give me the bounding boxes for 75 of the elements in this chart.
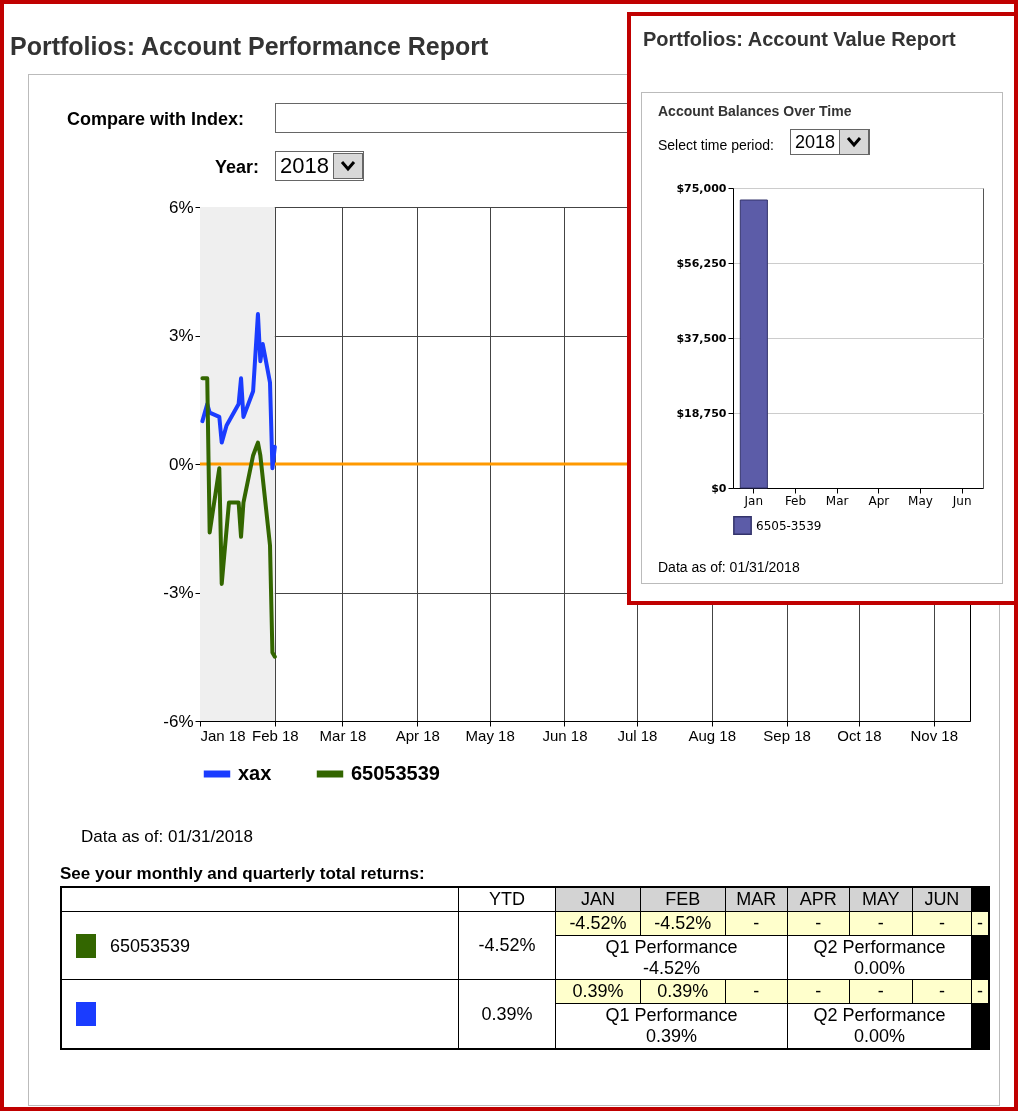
text: Q2 Performance xyxy=(812,937,947,958)
text: - xyxy=(912,911,972,936)
text: YTD xyxy=(458,887,556,912)
text: Data as of: 01/31/2018 xyxy=(81,827,254,847)
x-tick-label: Jun xyxy=(951,493,972,508)
y-tick-label: 6% xyxy=(168,197,194,217)
y-tick-label: 3% xyxy=(168,326,194,345)
text: 2018 xyxy=(275,151,364,181)
text: 0.39% xyxy=(640,979,726,1004)
y-tick-label: $0 xyxy=(711,481,727,495)
text: 0.39% xyxy=(458,979,556,1049)
x-tick-label: Aug 18 xyxy=(688,726,736,744)
text: Q1 Performance xyxy=(604,937,739,958)
text: -4.52% xyxy=(640,911,726,936)
text: Compare with Index: xyxy=(67,109,245,130)
text: 2018 xyxy=(790,129,871,155)
text: MAR xyxy=(725,887,788,912)
legend-label: 65053539 xyxy=(351,762,440,784)
text: -4.52% xyxy=(641,957,701,979)
x-tick-label: May xyxy=(908,493,933,508)
text: Q1 Performance xyxy=(604,1005,739,1027)
y-tick-label: 0% xyxy=(168,454,194,474)
chart-subtitle: Account Balances Over Time xyxy=(658,103,852,119)
chart-title: Portfolios: Account Value Report xyxy=(643,28,957,51)
text: JAN xyxy=(555,887,641,912)
x-tick-label: Feb xyxy=(784,493,807,508)
x-tick-label: Mar xyxy=(825,493,849,508)
x-tick-label: Sep 18 xyxy=(763,726,811,744)
text: FEB xyxy=(640,887,726,912)
x-tick-label: Jun 18 xyxy=(542,726,588,744)
text: 0.00% xyxy=(852,957,906,979)
text: See your monthly and quarterly total returns: xyxy=(60,864,426,884)
y-tick-label: -3% xyxy=(163,583,194,602)
y-tick-label: $75,000 xyxy=(676,181,727,195)
text: - xyxy=(787,979,850,1004)
text: - xyxy=(912,979,972,1004)
text: - xyxy=(725,979,788,1004)
text: JUN xyxy=(912,887,972,912)
text: - xyxy=(725,911,788,936)
line-series xyxy=(200,376,277,659)
text: 0.00% xyxy=(852,1026,906,1047)
x-tick-label: Apr xyxy=(868,493,890,508)
text: APR xyxy=(787,887,850,912)
y-tick-label: $18,750 xyxy=(676,406,727,420)
x-tick-label: Mar 18 xyxy=(319,726,367,744)
chart-title: Portfolios: Account Performance Report xyxy=(10,32,489,61)
x-tick-label: Apr 18 xyxy=(395,726,440,744)
x-tick-label: Jan xyxy=(743,493,764,508)
y-tick-label: -6% xyxy=(163,711,194,731)
text: -4.52% xyxy=(458,911,556,980)
text: MAY xyxy=(849,887,913,912)
legend-label: xax xyxy=(238,762,272,784)
text: - xyxy=(849,979,913,1004)
text: Year: xyxy=(215,157,260,178)
y-tick-label: $37,500 xyxy=(676,331,727,345)
x-tick-label: Jul 18 xyxy=(617,726,658,744)
annotation: Data as of: 01/31/2018 xyxy=(658,559,800,575)
x-tick-label: Feb 18 xyxy=(251,726,299,744)
text: -4.52% xyxy=(555,911,641,936)
text: - xyxy=(971,979,989,1004)
text: 0.39% xyxy=(555,979,641,1004)
line-series xyxy=(200,312,277,471)
text: 65053539 xyxy=(110,935,191,956)
x-tick-label: Nov 18 xyxy=(910,726,959,744)
legend-label: 6505-3539 xyxy=(756,518,822,533)
text: - xyxy=(787,911,850,936)
x-tick-label: May 18 xyxy=(465,726,515,744)
text: - xyxy=(971,911,989,936)
y-tick-label: $56,250 xyxy=(676,256,727,270)
x-tick-label: Oct 18 xyxy=(837,726,882,744)
text: Q2 Performance xyxy=(812,1005,947,1027)
x-tick-label: Jan 18 xyxy=(200,726,246,744)
text: Select time period: xyxy=(658,137,774,153)
text: - xyxy=(849,911,913,936)
text: 0.39% xyxy=(644,1026,698,1047)
